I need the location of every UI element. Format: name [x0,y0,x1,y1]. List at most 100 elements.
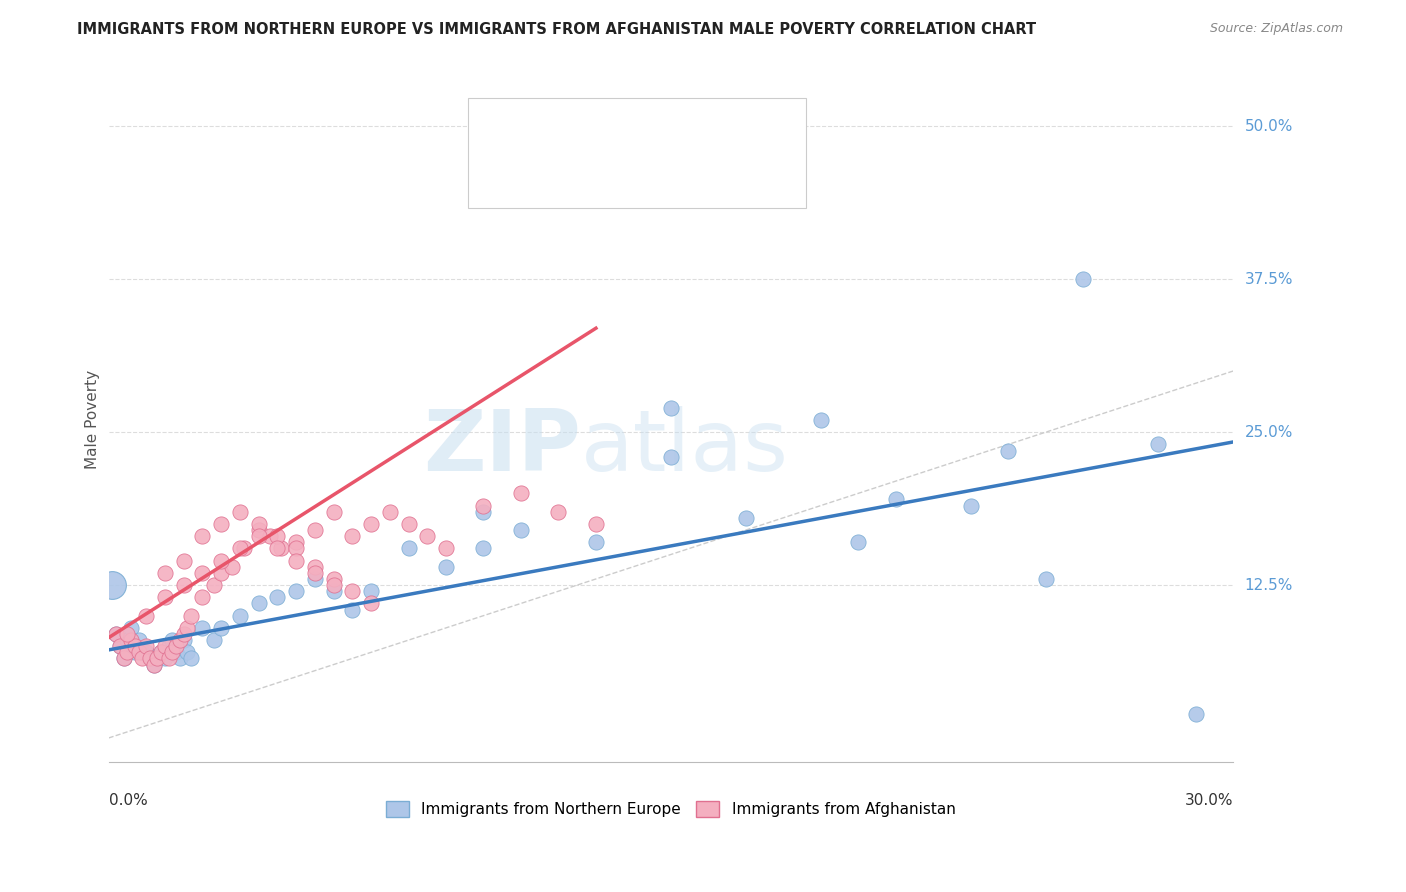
Point [153,591,176,605]
Point [191,566,214,580]
Point [229,505,252,519]
Point [322,572,344,586]
Point [150,645,173,659]
Point [124,645,146,659]
Text: IMMIGRANTS FROM NORTHERN EUROPE VS IMMIGRANTS FROM AFGHANISTAN MALE POVERTY CORR: IMMIGRANTS FROM NORTHERN EUROPE VS IMMIG… [77,22,1036,37]
Point [131,645,153,659]
Point [659,401,682,415]
Point [142,657,165,672]
Point [142,657,165,672]
Point [270,541,292,556]
Point [191,591,214,605]
Point [304,572,326,586]
Point [209,621,232,635]
Point [266,529,288,543]
Point [416,529,439,543]
Point [1071,272,1094,286]
Point [285,584,308,599]
Point [342,529,364,543]
Point [472,541,495,556]
Point [434,559,457,574]
Point [322,578,344,592]
Point [180,651,202,665]
Point [162,645,184,659]
Point [209,566,232,580]
Point [342,584,364,599]
Point [173,578,195,592]
Point [247,523,270,537]
Point [135,608,157,623]
Point [510,523,533,537]
Point [472,505,495,519]
Point [266,591,288,605]
Point [547,505,569,519]
Point [810,413,832,427]
Point [191,621,214,635]
Point [139,651,162,665]
Point [585,516,607,531]
Point [108,639,131,653]
Point [247,529,270,543]
Point [247,516,270,531]
Point [176,621,198,635]
Text: 37.5%: 37.5% [1244,272,1294,286]
Point [342,602,364,616]
Point [229,608,252,623]
Point [139,651,162,665]
Point [1147,437,1170,451]
Point [150,645,173,659]
Point [131,651,153,665]
Point [117,645,139,659]
Point [209,553,232,567]
Point [135,645,157,659]
Point [165,645,187,659]
Point [202,578,225,592]
Point [285,535,308,549]
Point [304,566,326,580]
Point [105,627,128,641]
Point [135,639,157,653]
Point [304,559,326,574]
Point [229,541,252,556]
Point [128,645,150,659]
Point [734,510,756,524]
Point [322,584,344,599]
Point [112,651,135,665]
Point [157,639,180,653]
Point [101,578,124,592]
Point [117,627,139,641]
Point [322,505,344,519]
Point [259,529,281,543]
Point [173,627,195,641]
Point [510,486,533,500]
Point [1035,572,1057,586]
Point [285,553,308,567]
Point [209,516,232,531]
Point [169,633,191,648]
Text: 50.0%: 50.0% [1244,119,1292,134]
Point [157,651,180,665]
Point [169,651,191,665]
Point [285,541,308,556]
Point [128,633,150,648]
Point [173,553,195,567]
Legend: Immigrants from Northern Europe, Immigrants from Afghanistan: Immigrants from Northern Europe, Immigra… [380,795,962,823]
Point [304,523,326,537]
Point [153,639,176,653]
Y-axis label: Male Poverty: Male Poverty [86,370,100,469]
Point [472,499,495,513]
Text: 12.5%: 12.5% [1244,578,1292,592]
Text: Source: ZipAtlas.com: Source: ZipAtlas.com [1209,22,1343,36]
Point [146,651,169,665]
Text: ZIP: ZIP [423,406,581,489]
Point [120,633,142,648]
Text: 25.0%: 25.0% [1244,425,1292,440]
Point [108,639,131,653]
Point [124,639,146,653]
Point [221,559,243,574]
Point [378,505,401,519]
Point [232,541,254,556]
Point [997,443,1019,458]
Point [1184,706,1206,721]
Point [180,608,202,623]
